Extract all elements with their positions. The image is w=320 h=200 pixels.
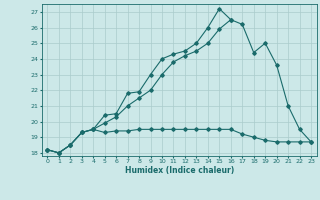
- X-axis label: Humidex (Indice chaleur): Humidex (Indice chaleur): [124, 166, 234, 175]
